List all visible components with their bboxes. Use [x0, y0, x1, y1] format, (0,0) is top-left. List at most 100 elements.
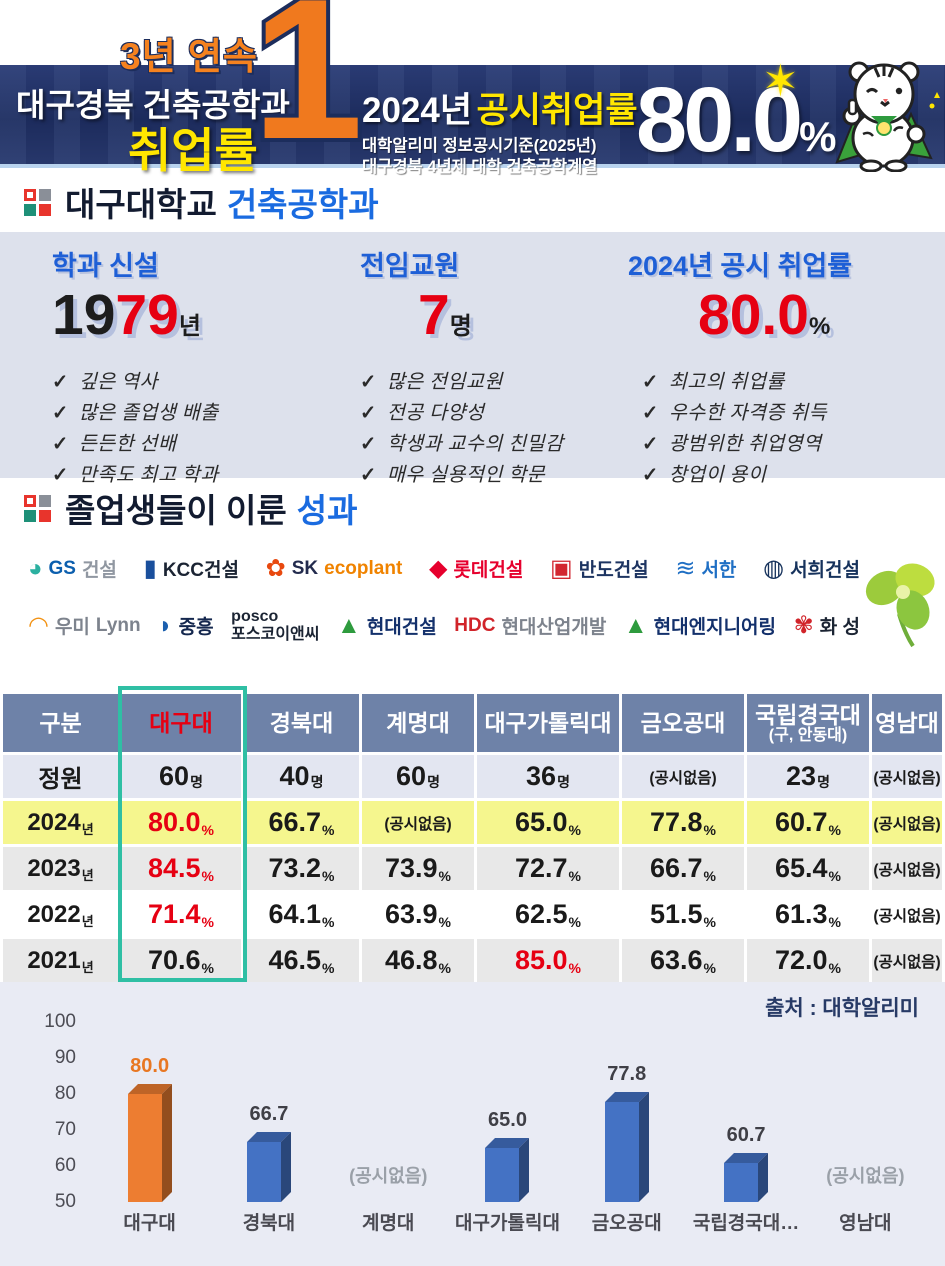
cell-unit: %: [828, 960, 841, 976]
check-icon: ✓: [642, 465, 659, 486]
cell-value: (공시없음): [873, 907, 941, 925]
clover-icon: [865, 563, 935, 648]
table-cell: 84.5%: [121, 847, 241, 890]
big-value-number: 80.0: [636, 69, 803, 171]
table-cell: 65.4%: [747, 847, 869, 890]
stat-check-list: ✓ 최고의 취업률 ✓ 우수한 자격증 취득 ✓ 광범위한 취업영역 ✓ 창업이 용이: [628, 367, 945, 491]
table-cell: 73.2%: [244, 847, 359, 890]
cell-value: 61.3: [774, 899, 828, 929]
x-axis-label: 금오공대: [591, 1213, 662, 1234]
table-cell: 71.4%: [121, 893, 241, 936]
table-cell: 36 명: [477, 755, 619, 798]
cell-value: 72.7: [514, 853, 568, 883]
cell-unit: 명: [190, 774, 203, 790]
header-band: 3년 연속 1 대구경북 건축공학과 취업률 2024년 공시취업률 대학알리미…: [0, 0, 945, 181]
cell-unit: %: [703, 868, 716, 884]
cell-value: (공시없음): [873, 769, 941, 787]
check-text: 광범위한 취업영역: [668, 434, 822, 455]
company-logo-text: 중흥: [178, 617, 214, 638]
check-icon: ✓: [360, 372, 377, 393]
cell-unit: %: [201, 914, 214, 930]
check-icon: ✓: [52, 465, 69, 486]
sparkle-icon: ✶: [762, 57, 799, 106]
cell-unit: %: [568, 868, 581, 884]
check-text: 깊은 역사: [78, 372, 158, 393]
cell-unit: %: [322, 868, 335, 884]
company-logo-icon: ◠: [28, 611, 49, 639]
stat-value-red: 80.0: [698, 283, 809, 347]
cell-unit: %: [201, 822, 214, 838]
missing-data-label: (공시없음): [826, 1166, 905, 1186]
table-cell: 65.0%: [477, 801, 619, 844]
cell-value: 71.4: [147, 899, 201, 929]
header-right-block: 2024년 공시취업률 대학알리미 정보공시기준(2025년) 대구경북 4년제…: [362, 82, 638, 178]
cell-value: 77.8: [649, 807, 703, 837]
row-label-unit: 년: [81, 914, 94, 929]
bar-value-label: 77.8: [607, 1063, 647, 1085]
dept-title: 대구경북 건축공학과: [16, 87, 290, 123]
table-cell: 46.5%: [244, 939, 359, 982]
check-text: 많은 전임교원: [386, 372, 503, 393]
comparison-table: 구분 대구대 경북대 계명대 대구가톨릭대 금오공대 국립경국대 (구, 안동대) 영남대 정원 6…: [3, 686, 942, 982]
cell-value: (공시없음): [384, 815, 452, 833]
x-axis-label: 국립경국대…: [692, 1213, 800, 1234]
y-axis-label: 60: [54, 1155, 76, 1176]
cell-value: 66.7: [649, 853, 703, 883]
table-cell: 72.7%: [477, 847, 619, 890]
cell-value: 80.0: [147, 807, 201, 837]
table-header-text: 영남대: [875, 710, 939, 736]
row-label-text: 2021: [27, 946, 81, 974]
stat-value-red: 79: [115, 283, 179, 347]
table-row-label: 2021 년: [3, 939, 118, 982]
check-item: ✓ 매우 실용적인 학문: [360, 460, 600, 491]
section1-title-dark: 대구대학교: [65, 186, 217, 223]
x-axis-label: 대구대: [123, 1213, 176, 1234]
cell-unit: %: [322, 960, 335, 976]
table-cell: 60 명: [121, 755, 241, 798]
table-header-cell: 구분: [3, 694, 118, 752]
section2-title: 졸업생들이 이룬 성과: [0, 478, 945, 538]
row-label-text: 정원: [38, 766, 83, 793]
table-header-cell: 영남대: [872, 694, 942, 752]
missing-data-label: (공시없음): [349, 1166, 428, 1186]
big-value-unit: %: [799, 113, 837, 160]
y-axis-label: 80: [54, 1083, 76, 1104]
stats-band: 학과 신설 1979년 ✓ 깊은 역사 ✓ 많은 졸업생 배출 ✓ 든든한 선배 ✓ 만족도 최고…: [0, 232, 945, 486]
bar-value-label: 60.7: [726, 1124, 766, 1146]
rank-number: 1: [248, 0, 367, 181]
chart-column: 65.0 대구가톨릭대: [448, 1022, 567, 1234]
company-logo-text: 건설: [81, 560, 117, 581]
company-logo-text: 현대엔지니어링: [653, 617, 777, 638]
cell-value: 72.0: [774, 945, 828, 975]
company-logo-text: 롯데건설: [453, 560, 524, 581]
check-item: ✓ 창업이 용이: [628, 460, 945, 491]
chart-column: 77.8 금오공대: [567, 1022, 686, 1234]
cell-value: 73.9: [384, 853, 438, 883]
check-item: ✓ 우수한 자격증 취득: [628, 398, 945, 429]
table-row-label: 2022 년: [3, 893, 118, 936]
stat-check-list: ✓ 많은 전임교원 ✓ 전공 다양성 ✓ 학생과 교수의 친밀감 ✓ 매우 실용적인 학문: [360, 367, 600, 491]
header-year: 2024년: [362, 91, 473, 130]
company-logo: ◠ 우미 Lynn: [28, 612, 141, 639]
stat-value-unit: 년: [178, 313, 201, 340]
chart-column: (공시없음) 영남대: [806, 1022, 925, 1234]
row-label-unit: 년: [81, 822, 94, 837]
stat-value-red: 7: [418, 283, 450, 347]
company-logo: ≋ 서한: [675, 555, 736, 582]
company-logo-text: HDC: [454, 614, 496, 636]
company-logo: ▣ 반도건설: [550, 555, 649, 582]
table-cell: 63.6%: [622, 939, 744, 982]
source-label: 출처 : 대학알리미: [765, 997, 919, 1020]
company-logo-icon: ✿: [265, 554, 286, 582]
cell-unit: %: [703, 822, 716, 838]
cell-value: 63.6: [649, 945, 703, 975]
cell-unit: %: [828, 822, 841, 838]
cell-value: 73.2: [268, 853, 322, 883]
cell-value: 66.7: [268, 807, 322, 837]
cell-value: 46.5: [268, 945, 322, 975]
tiger-mascot-icon: [835, 61, 940, 172]
table-cell: (공시없음): [872, 939, 942, 982]
check-text: 든든한 선배: [78, 434, 177, 455]
company-logo: HDC 현대산업개발: [454, 612, 606, 639]
company-logo: ◆ 롯데건설: [429, 555, 523, 582]
